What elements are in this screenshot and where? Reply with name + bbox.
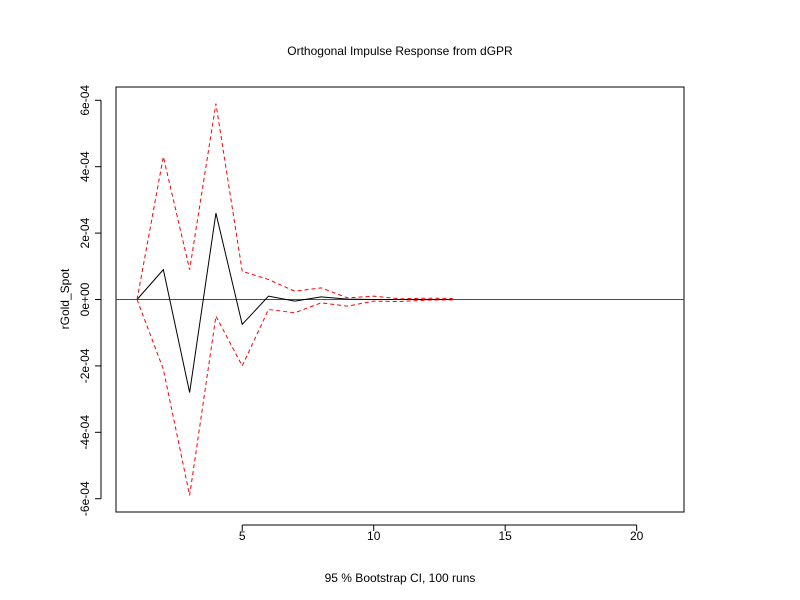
y-tick-label: 0e+00 [78, 282, 92, 316]
y-tick-label: 6e-04 [78, 85, 92, 116]
y-tick-label: -6e-04 [78, 481, 92, 516]
x-tick-label: 10 [367, 529, 381, 543]
y-axis-label: rGold_Spot [58, 268, 72, 329]
x-tick-label: 20 [630, 529, 644, 543]
x-tick-label: 5 [239, 529, 246, 543]
y-tick-label: 4e-04 [78, 151, 92, 182]
series-line-1 [136, 103, 453, 300]
y-tick-label: 2e-04 [78, 217, 92, 248]
series-layer [136, 103, 453, 496]
x-tick-label: 15 [499, 529, 513, 543]
y-tick-label: -2e-04 [78, 348, 92, 383]
y-tick-label: -4e-04 [78, 415, 92, 450]
x-axis-label: 95 % Bootstrap CI, 100 runs [325, 571, 476, 585]
series-line-2 [136, 299, 453, 496]
series-line-0 [136, 213, 453, 393]
chart-title: Orthogonal Impulse Response from dGPR [287, 44, 513, 58]
y-axis-ticks: -6e-04 -4e-04 -2e-04 0e+00 2e-04 4e-04 6e-04 [78, 85, 101, 516]
x-axis-ticks: 5 10 15 20 [239, 525, 644, 543]
